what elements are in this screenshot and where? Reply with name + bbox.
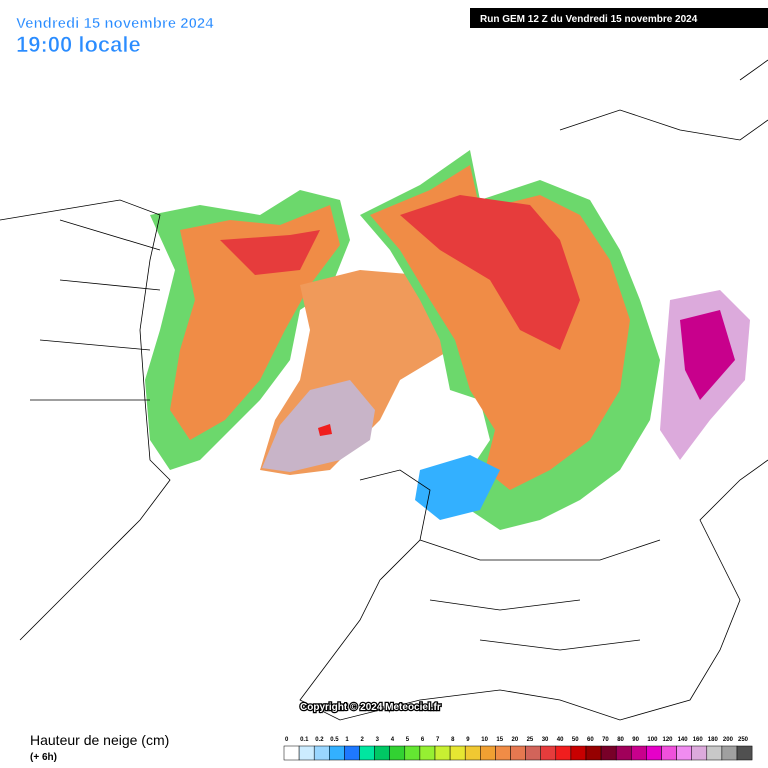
scale-label: 40 — [557, 737, 564, 743]
scale-label: 5 — [406, 737, 410, 743]
snow-region — [370, 165, 630, 490]
scale-swatch — [661, 745, 677, 761]
scale-swatch — [646, 745, 662, 761]
scale-swatch — [495, 745, 511, 761]
scale-label: 0.1 — [300, 737, 309, 743]
scale-label: 7 — [436, 737, 440, 743]
scale-swatch — [419, 745, 436, 761]
snow-region — [680, 310, 735, 400]
scale-swatch — [540, 745, 557, 761]
copyright: Copyright © 2024 Meteociel.fr — [300, 702, 441, 713]
scale-label: 100 — [647, 737, 658, 743]
scale-label: 60 — [587, 737, 594, 743]
snow-region — [262, 380, 375, 472]
scale-swatch — [449, 745, 466, 761]
legend-title: Hauteur de neige (cm) — [30, 732, 169, 748]
scale-label: 10 — [481, 737, 488, 743]
scale-label: 9 — [466, 737, 470, 743]
scale-label: 70 — [602, 737, 609, 743]
scale-swatch — [691, 745, 708, 761]
snow-region — [415, 455, 500, 520]
scale-swatch — [389, 745, 406, 761]
scale-label: 8 — [451, 737, 455, 743]
coastline — [559, 59, 768, 141]
snow-region — [400, 195, 580, 350]
scale-label: 160 — [693, 737, 704, 743]
scale-label: 25 — [527, 737, 534, 743]
scale-swatch — [359, 745, 375, 761]
border — [30, 219, 161, 401]
scale-swatch — [570, 745, 587, 761]
scale-label: 3 — [376, 737, 380, 743]
scale-swatch — [706, 745, 723, 761]
scale-label: 90 — [632, 737, 639, 743]
scale-swatch — [283, 745, 300, 761]
snow-region — [318, 424, 332, 436]
scale-label: 50 — [572, 737, 579, 743]
scale-swatch — [298, 745, 315, 761]
scale-swatch — [615, 745, 632, 761]
legend-subtitle: (+ 6h) — [30, 752, 57, 763]
scale-label: 0.2 — [315, 737, 324, 743]
scale-label: 120 — [663, 737, 674, 743]
scale-label: 4 — [391, 737, 395, 743]
scale-label: 30 — [542, 737, 549, 743]
color-scale: 0 0.1 0.2 0.5 1 2 3 4 5 6 7 8 9 10 15 20 25 30 40 50 60 70 80 9… — [283, 737, 753, 761]
snow-region — [220, 230, 320, 275]
scale-swatch — [434, 745, 451, 761]
scale-label: 0.5 — [330, 737, 339, 743]
scale-swatch — [721, 745, 738, 761]
scale-swatch — [374, 745, 390, 761]
scale-swatch — [631, 745, 647, 761]
scale-swatch — [676, 745, 692, 761]
scale-swatch — [344, 745, 360, 761]
scale-label: 2 — [361, 737, 365, 743]
snow-depth-field — [145, 150, 750, 530]
scale-label: 200 — [723, 737, 734, 743]
scale-swatch — [555, 745, 572, 761]
scale-swatch — [600, 745, 617, 761]
coastlines — [0, 59, 768, 721]
scale-swatch — [404, 745, 421, 761]
scale-swatch — [464, 745, 481, 761]
scale-swatch — [313, 745, 330, 761]
run-info: Run GEM 12 Z du Vendredi 15 novembre 202… — [480, 14, 698, 25]
scale-label: 6 — [421, 737, 425, 743]
scale-swatch — [329, 745, 345, 761]
border — [419, 539, 661, 651]
scale-label: 15 — [496, 737, 503, 743]
run-info-box — [470, 8, 768, 28]
map-time: 19:00 locale — [16, 32, 141, 57]
scale-swatch — [525, 745, 541, 761]
scale-label: 180 — [708, 737, 719, 743]
scale-label: 140 — [678, 737, 689, 743]
scale-label: 250 — [738, 737, 749, 743]
coastline — [299, 459, 768, 721]
scale-label: 0 — [285, 737, 289, 743]
scale-swatch — [480, 745, 496, 761]
map-date: Vendredi 15 novembre 2024 — [16, 15, 214, 32]
scale-swatch — [510, 745, 526, 761]
scale-swatch — [736, 745, 753, 761]
scale-label: 1 — [345, 737, 349, 743]
scale-label: 80 — [617, 737, 624, 743]
scale-swatch — [585, 745, 602, 761]
scale-label: 20 — [512, 737, 519, 743]
